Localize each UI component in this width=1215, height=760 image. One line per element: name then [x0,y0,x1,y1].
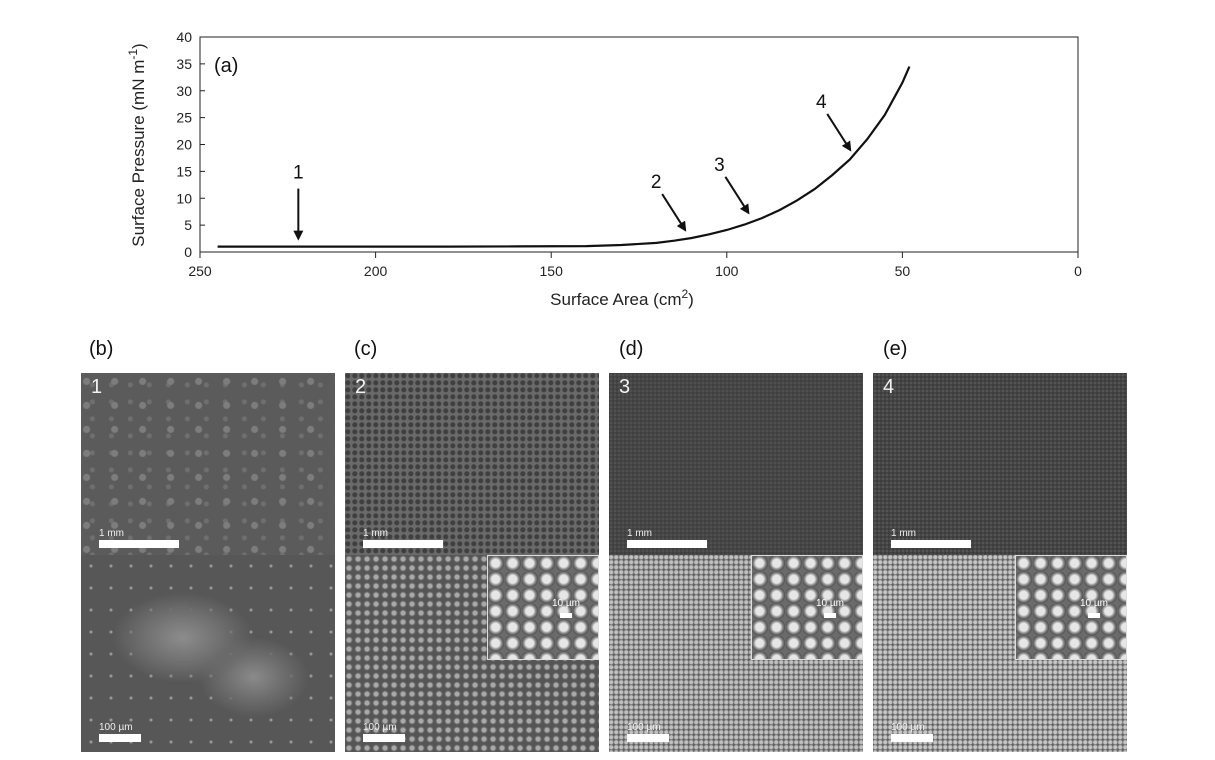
inset-scale-label: 10 µm [552,598,580,609]
inset-scale-label: 10 µm [1080,598,1108,609]
sem-panel-number: 1 [91,376,103,398]
sem-image-low-mag [345,373,599,555]
scale-bar-label: 1 mm [99,528,124,539]
series-line [217,66,911,248]
scale-bar-label: 100 µm [99,722,133,733]
scale-bar-label: 1 mm [627,528,652,539]
sem-image-panel: 1 1 mm 100 µm [81,373,335,752]
inset-scale-bar [1088,613,1100,618]
sem-image-low-mag [873,373,1127,555]
panel-label-e: (e) [883,338,908,360]
y-axis-title-end: ) [129,43,148,49]
scale-bar-100um: 100 µm [627,722,669,742]
y-tick-label: 40 [176,29,192,45]
scale-bar-100um: 100 µm [363,722,405,742]
y-tick-label: 10 [176,190,192,206]
annotation-arrow-3 [724,176,750,215]
inset-scale-bar [560,613,572,618]
y-axis-title-sup: -1 [126,49,140,60]
sem-image-panel: 2 1 mm 100 µm 10 µm [345,373,599,752]
x-axis-title-base: Surface Area (cm [550,290,681,309]
annotation-arrow-2 [661,193,687,232]
scale-bar-line [891,734,933,742]
sem-image-high-mag [81,555,335,752]
y-axis-title: Surface Pressure (mN m-1) [126,43,148,246]
inset-scale-bar [824,613,836,618]
x-tick-label: 100 [715,263,739,279]
y-tick-label: 20 [176,137,192,153]
panel-label-c: (c) [354,338,378,360]
x-tick-label: 250 [188,263,212,279]
plot-frame [199,36,1079,253]
sem-inset: 10 µm [751,555,863,660]
y-tick-label: 35 [176,56,192,72]
y-tick-label: 5 [184,217,192,233]
y-tick-label: 15 [176,163,192,179]
x-axis-title-end: ) [688,290,694,309]
y-tick-label: 25 [176,110,192,126]
sem-inset: 10 µm [487,555,599,660]
scale-bar-line [891,540,971,548]
panel-label-b: (b) [89,338,114,360]
isotherm-chart: 0 5 10 15 20 25 30 35 40 250 200 150 100 50 0 (a) Sur… [126,29,1082,309]
annotation-label-3: 3 [714,155,725,176]
scale-bar-1mm: 1 mm [627,528,707,548]
scale-bar-100um: 100 µm [891,722,933,742]
scale-bar-label: 1 mm [363,528,388,539]
panel-label-a: (a) [214,55,238,77]
sem-image-low-mag [609,373,863,555]
scale-bar-label: 100 µm [363,722,397,733]
scale-bar-100um: 100 µm [99,722,141,742]
scale-bar-line [99,734,141,742]
x-axis-ticks: 250 200 150 100 50 0 [188,252,1082,279]
scale-bar-label: 100 µm [627,722,661,733]
y-tick-label: 0 [184,244,192,260]
annotation-label-1: 1 [293,163,304,184]
scale-bar-1mm: 1 mm [99,528,179,548]
sem-image-panel: 3 1 mm 100 µm 10 µm [609,373,863,752]
annotation-label-2: 2 [651,172,662,193]
x-tick-label: 200 [364,263,388,279]
scale-bar-line [363,540,443,548]
scale-bar-line [627,734,669,742]
sem-image-panel: 4 1 mm 100 µm 10 µm [873,373,1127,752]
y-axis-title-base: Surface Pressure (mN m [129,60,148,247]
annotations: 1 2 3 4 [293,92,852,241]
x-tick-label: 0 [1074,263,1082,279]
y-axis-ticks: 0 5 10 15 20 25 30 35 40 [176,29,205,260]
scale-bar-line [627,540,707,548]
x-axis-title: Surface Area (cm2) [550,287,694,309]
scale-bar-1mm: 1 mm [891,528,971,548]
sem-inset: 10 µm [1015,555,1127,660]
scale-bar-label: 100 µm [891,722,925,733]
x-axis-title-sup: 2 [681,287,688,301]
sem-panel-number: 4 [883,376,895,398]
x-tick-label: 150 [540,263,564,279]
annotation-arrow-4 [826,113,852,152]
annotation-label-4: 4 [816,92,827,113]
panel-label-d: (d) [619,338,644,360]
scale-bar-1mm: 1 mm [363,528,443,548]
y-tick-label: 30 [176,83,192,99]
scale-bar-label: 1 mm [891,528,916,539]
inset-scale-label: 10 µm [816,598,844,609]
scale-bar-line [99,540,179,548]
scale-bar-line [363,734,405,742]
sem-panel-number: 3 [619,376,631,398]
x-tick-label: 50 [895,263,911,279]
sem-panel-number: 2 [355,376,367,398]
sem-image-low-mag [81,373,335,555]
